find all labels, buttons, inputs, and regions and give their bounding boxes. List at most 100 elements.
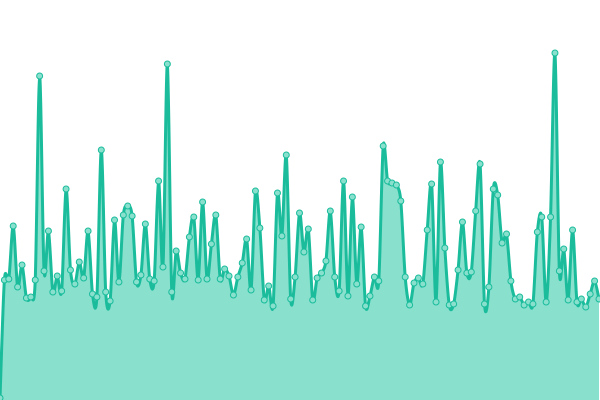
data-point-63	[273, 189, 281, 197]
data-point-42	[181, 275, 189, 283]
data-point-109	[476, 160, 484, 168]
data-point-67	[291, 273, 299, 281]
data-point-80	[348, 193, 356, 201]
data-point-118	[516, 293, 524, 301]
data-point-87	[379, 142, 387, 150]
data-point-51	[221, 265, 229, 273]
data-point-58	[251, 187, 259, 195]
data-point-43	[185, 233, 193, 241]
data-point-44	[190, 213, 198, 221]
data-point-82	[357, 223, 365, 231]
data-point-47	[203, 275, 211, 283]
data-point-5	[18, 261, 26, 269]
data-point-3	[9, 222, 17, 230]
data-point-133	[582, 303, 590, 311]
data-point-30	[128, 212, 136, 220]
data-point-41	[177, 269, 185, 277]
data-point-52	[225, 272, 233, 280]
data-point-73	[318, 269, 326, 277]
data-point-81	[353, 280, 361, 288]
data-point-94	[410, 279, 418, 287]
data-point-65	[282, 151, 290, 159]
data-point-79	[344, 292, 352, 300]
data-point-135	[591, 277, 599, 285]
data-point-122	[533, 228, 541, 236]
data-point-46	[199, 198, 207, 206]
data-point-4	[14, 283, 22, 291]
data-point-19	[80, 274, 88, 282]
data-point-27	[115, 278, 123, 286]
data-point-110	[480, 300, 488, 308]
data-point-55	[238, 259, 246, 267]
data-point-90	[392, 181, 400, 189]
data-point-29	[124, 202, 132, 210]
data-point-83	[362, 302, 370, 310]
data-point-136	[595, 295, 600, 303]
data-point-17	[71, 280, 79, 288]
data-point-134	[586, 290, 594, 298]
data-point-129	[564, 296, 572, 304]
data-point-127	[555, 267, 563, 275]
data-point-101	[441, 244, 449, 252]
data-point-99	[432, 298, 440, 306]
data-point-91	[397, 197, 405, 205]
data-point-39	[168, 288, 176, 296]
data-point-7	[27, 293, 35, 301]
data-point-75	[326, 207, 334, 215]
data-point-9	[36, 72, 44, 80]
data-point-14	[58, 287, 66, 295]
data-point-50	[216, 275, 224, 283]
data-point-105	[458, 218, 466, 226]
data-point-121	[529, 300, 537, 308]
data-markers	[0, 49, 600, 400]
data-point-0	[0, 394, 4, 400]
data-point-72	[313, 274, 321, 282]
data-point-107	[467, 268, 475, 276]
data-point-115	[503, 230, 511, 238]
data-point-71	[309, 296, 317, 304]
data-point-10	[40, 267, 48, 275]
data-point-128	[560, 245, 568, 253]
data-point-18	[75, 258, 83, 266]
data-point-15	[62, 185, 70, 193]
data-point-16	[66, 266, 74, 274]
data-point-8	[31, 276, 39, 284]
data-point-130	[569, 226, 577, 234]
data-point-12	[49, 288, 57, 296]
data-point-32	[137, 271, 145, 279]
data-point-92	[401, 273, 409, 281]
data-point-57	[247, 286, 255, 294]
data-point-78	[340, 177, 348, 185]
data-point-97	[423, 226, 431, 234]
data-point-53	[229, 291, 237, 299]
data-point-48	[207, 240, 215, 248]
data-point-98	[428, 180, 436, 188]
data-point-28	[119, 211, 127, 219]
data-point-86	[375, 277, 383, 285]
data-point-40	[172, 247, 180, 255]
data-point-114	[498, 239, 506, 247]
data-point-69	[300, 248, 308, 256]
data-point-49	[212, 211, 220, 219]
data-point-56	[243, 235, 251, 243]
data-point-74	[322, 257, 330, 265]
data-point-22	[93, 293, 101, 301]
data-point-33	[141, 220, 149, 228]
data-point-132	[577, 295, 585, 303]
data-point-61	[265, 282, 273, 290]
data-point-124	[542, 298, 550, 306]
data-point-84	[366, 292, 374, 300]
data-point-96	[419, 280, 427, 288]
data-point-35	[150, 277, 158, 285]
data-point-31	[133, 278, 141, 286]
data-point-26	[111, 216, 119, 224]
data-point-116	[507, 277, 515, 285]
data-point-64	[278, 232, 286, 240]
data-point-23	[97, 146, 105, 154]
data-point-68	[296, 209, 303, 217]
data-point-25	[106, 297, 114, 305]
data-point-76	[331, 273, 339, 281]
data-point-70	[304, 225, 312, 233]
data-point-113	[494, 191, 502, 199]
